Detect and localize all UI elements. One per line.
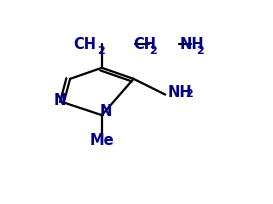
Text: 2: 2 (97, 46, 105, 56)
Text: NH: NH (167, 85, 192, 100)
Text: 2: 2 (185, 89, 193, 99)
Text: 2: 2 (149, 46, 157, 56)
Text: 2: 2 (197, 46, 204, 56)
Text: CH: CH (133, 37, 156, 52)
Text: N: N (53, 92, 66, 107)
Text: Me: Me (90, 132, 114, 147)
Text: CH: CH (73, 37, 97, 52)
Text: N: N (100, 103, 112, 118)
Text: NH: NH (180, 37, 205, 52)
